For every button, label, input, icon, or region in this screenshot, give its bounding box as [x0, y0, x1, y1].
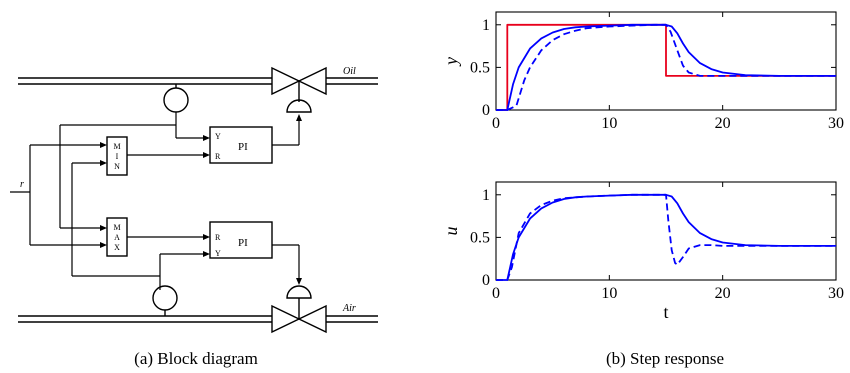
x-tick-label: 20 — [715, 285, 731, 302]
oil-flow-sensor — [163, 87, 189, 113]
y-axis-label: y — [441, 57, 461, 67]
block-diagram: Oil Y R PI M I N M A X — [10, 66, 378, 368]
x-tick-label: 20 — [715, 115, 731, 132]
plot-y: 0 10 20 30 0 0.5 1 y — [441, 11, 844, 132]
pi-bottom-y-input: Y — [215, 249, 221, 258]
arrowhead — [100, 160, 107, 166]
pi-bottom-r-input: R — [215, 233, 221, 242]
air-actuator — [286, 285, 312, 299]
arrowhead — [203, 234, 210, 240]
min-letter-m: M — [113, 142, 120, 151]
min-letter-i: I — [116, 152, 119, 161]
min-letter-n: N — [114, 162, 120, 171]
diagram-caption: (a) Block diagram — [134, 349, 258, 368]
max-letter-a: A — [114, 233, 120, 242]
x-axis-label: t — [663, 302, 668, 322]
oil-valve-right — [297, 66, 327, 96]
pi-bottom-label: PI — [238, 237, 248, 249]
x-tick-label: 10 — [601, 285, 617, 302]
y-tick-label: 1 — [482, 187, 490, 204]
arrowhead — [100, 142, 107, 148]
series-line-setpoint — [496, 23, 836, 111]
arrowhead — [203, 251, 210, 257]
step-response-caption: (b) Step response — [606, 349, 724, 368]
arrowhead — [203, 152, 210, 158]
series-line-dashed — [496, 23, 836, 111]
x-tick-label: 30 — [828, 115, 844, 132]
pi-controller-bottom — [209, 221, 273, 259]
air-label: Air — [342, 303, 356, 314]
x-tick-label: 0 — [492, 115, 500, 132]
pi-top-label: PI — [238, 141, 248, 153]
y-tick-label: 0 — [482, 102, 490, 119]
series-line-dashed — [496, 193, 836, 281]
pi-top-y-input: Y — [215, 132, 221, 141]
y-tick-label: 0.5 — [470, 229, 490, 246]
oil-actuator — [286, 99, 312, 113]
x-tick-label: 10 — [601, 115, 617, 132]
air-valve-left — [271, 304, 301, 334]
oil-valve-left — [271, 66, 301, 96]
y-tick-label: 1 — [482, 17, 490, 34]
plot-frame — [495, 11, 837, 111]
y-tick-label: 0 — [482, 272, 490, 289]
min-block — [106, 136, 128, 176]
arrowhead — [100, 242, 107, 248]
input-r-label: r — [20, 179, 24, 190]
y-tick-label: 0.5 — [470, 59, 490, 76]
air-valve-right — [297, 304, 327, 334]
pi-top-r-input: R — [215, 152, 221, 161]
air-flow-sensor — [152, 285, 178, 311]
y-axis-label: u — [441, 227, 461, 236]
plot-u: 0 10 20 30 0 0.5 1 u t — [441, 181, 844, 322]
arrowhead — [203, 135, 210, 141]
max-letter-m: M — [113, 223, 120, 232]
series-line-solid — [496, 193, 836, 281]
arrowhead — [296, 278, 302, 285]
arrowhead — [296, 114, 302, 121]
max-letter-x: X — [114, 243, 120, 252]
x-tick-label: 0 — [492, 285, 500, 302]
arrowhead — [100, 225, 107, 231]
oil-label: Oil — [343, 66, 356, 77]
plot-frame — [495, 181, 837, 281]
x-tick-label: 30 — [828, 285, 844, 302]
